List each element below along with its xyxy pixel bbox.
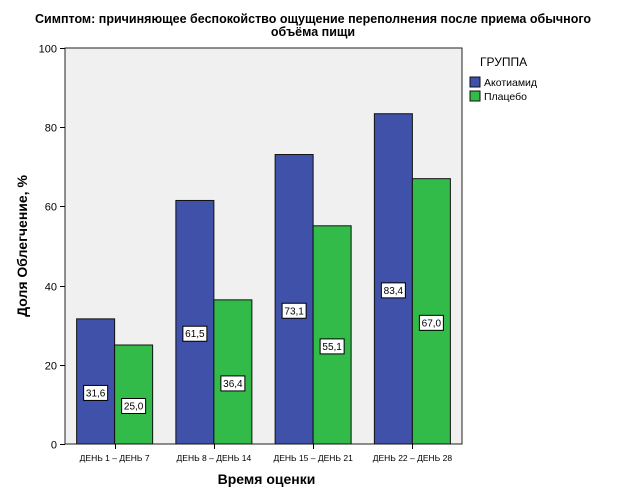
data-label-box — [83, 384, 109, 401]
data-label-box — [121, 398, 147, 414]
x-tick-label: ДЕНЬ 1 – ДЕНЬ 7 — [80, 453, 150, 463]
bar — [373, 113, 413, 445]
bar — [274, 154, 314, 445]
bar — [76, 318, 116, 445]
data-label: 61,5 — [185, 329, 205, 340]
data-label-box — [220, 375, 246, 392]
y-tick-label: 80 — [45, 123, 57, 135]
data-label: 73,1 — [284, 306, 304, 317]
data-label: 83,4 — [384, 286, 404, 297]
y-tick-label: 0 — [51, 440, 57, 452]
x-tick-label: ДЕНЬ 8 – ДЕНЬ 14 — [177, 453, 252, 463]
y-tick-label: 60 — [45, 202, 57, 214]
bar — [411, 178, 451, 445]
legend-label: Плацебо — [484, 91, 527, 103]
bar — [213, 299, 253, 445]
legend-title: ГРУППА — [480, 55, 527, 69]
bar — [114, 344, 154, 445]
chart-title-line-1: Симптом: причиняющее беспокойство ощущен… — [34, 12, 592, 26]
data-label: 67,0 — [422, 318, 442, 329]
legend-swatch — [469, 76, 481, 88]
legend-label: Акотиамид — [484, 77, 537, 89]
data-label-box — [281, 302, 307, 319]
chart-title-line-2: объёма пищи — [270, 25, 356, 39]
x-tick-label: ДЕНЬ 22 – ДЕНЬ 28 — [373, 453, 453, 463]
y-tick-label: 100 — [39, 44, 57, 56]
chart-title: Симптом: причиняющее беспокойство ощущен… — [0, 13, 626, 39]
data-label-box — [182, 325, 208, 342]
data-label: 25,0 — [124, 402, 144, 413]
y-tick-label: 20 — [45, 361, 57, 373]
y-axis-title: Доля Облегчение, % — [14, 175, 30, 317]
bar — [312, 225, 352, 445]
data-label-box — [418, 314, 444, 331]
legend-swatch — [469, 90, 481, 102]
data-label-box — [319, 338, 345, 355]
y-tick-label: 40 — [45, 282, 57, 294]
data-label: 31,6 — [86, 388, 106, 399]
data-label: 36,4 — [223, 379, 243, 390]
x-tick-label: ДЕНЬ 15 – ДЕНЬ 21 — [273, 453, 353, 463]
bar — [175, 199, 215, 445]
data-label-box — [380, 282, 406, 299]
x-axis-title: Время оценки — [218, 471, 316, 487]
data-label: 55,1 — [322, 342, 342, 353]
